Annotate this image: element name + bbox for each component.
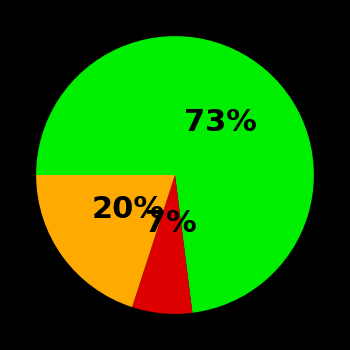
- Wedge shape: [132, 175, 192, 314]
- Text: 73%: 73%: [184, 108, 257, 138]
- Wedge shape: [36, 175, 175, 307]
- Text: 7%: 7%: [145, 209, 196, 238]
- Text: 20%: 20%: [91, 195, 164, 224]
- Wedge shape: [36, 36, 314, 313]
